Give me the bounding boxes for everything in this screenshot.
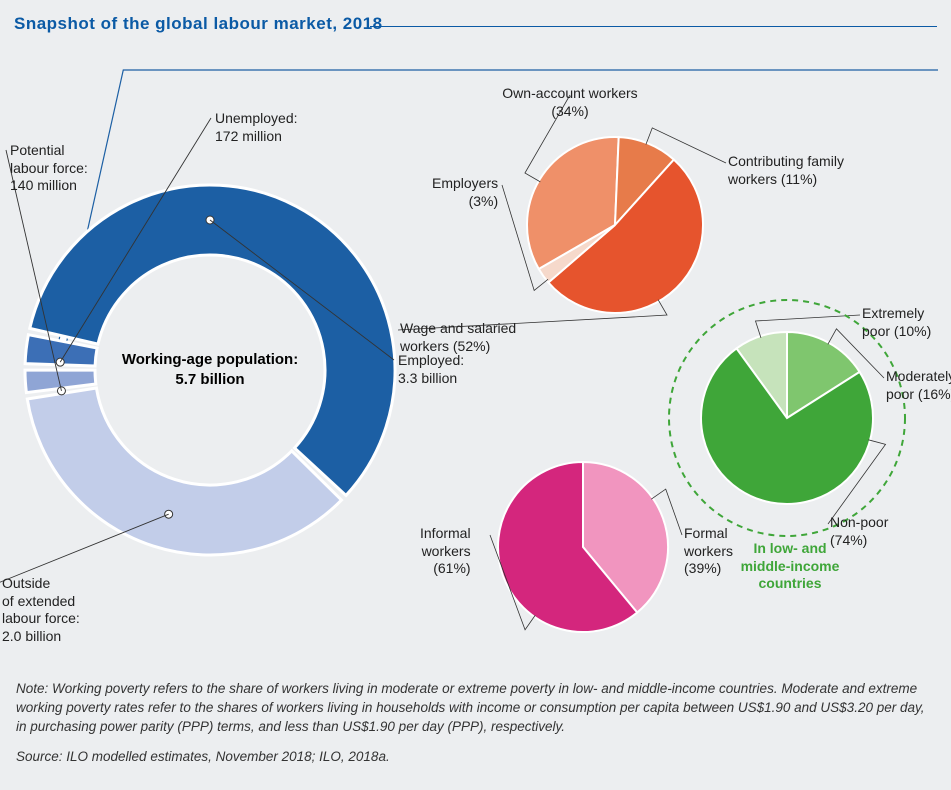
slice-label: Unemployed:172 million bbox=[215, 110, 298, 145]
chart-canvas bbox=[0, 0, 951, 790]
slice-label: Contributing familyworkers (11%) bbox=[728, 153, 844, 188]
note-text: Note: Working poverty refers to the shar… bbox=[16, 680, 935, 737]
slice-label: Potentiallabour force:140 million bbox=[10, 142, 88, 195]
donut-slice-outside bbox=[27, 388, 341, 555]
source-text: Source: ILO modelled estimates, November… bbox=[16, 748, 935, 767]
donut-center-line1: Working-age population: bbox=[122, 351, 298, 368]
slice-label: Extremelypoor (10%) bbox=[862, 305, 931, 340]
slice-label: Non-poor(74%) bbox=[830, 514, 888, 549]
slice-label: Own-account workers(34%) bbox=[480, 85, 660, 120]
donut-center-label: Working-age population: 5.7 billion bbox=[120, 350, 300, 389]
slice-label: Moderatelypoor (16%) bbox=[886, 368, 951, 403]
donut-center-line2: 5.7 billion bbox=[175, 371, 244, 388]
slice-label: Employers(3%) bbox=[432, 175, 498, 210]
slice-label: Wage and salariedworkers (52%) bbox=[400, 320, 516, 355]
slice-label: Informalworkers(61%) bbox=[420, 525, 471, 578]
slice-label: Outsideof extendedlabour force:2.0 billi… bbox=[2, 575, 80, 645]
slice-label: Formalworkers(39%) bbox=[684, 525, 733, 578]
slice-label: Employed:3.3 billion bbox=[398, 352, 464, 387]
